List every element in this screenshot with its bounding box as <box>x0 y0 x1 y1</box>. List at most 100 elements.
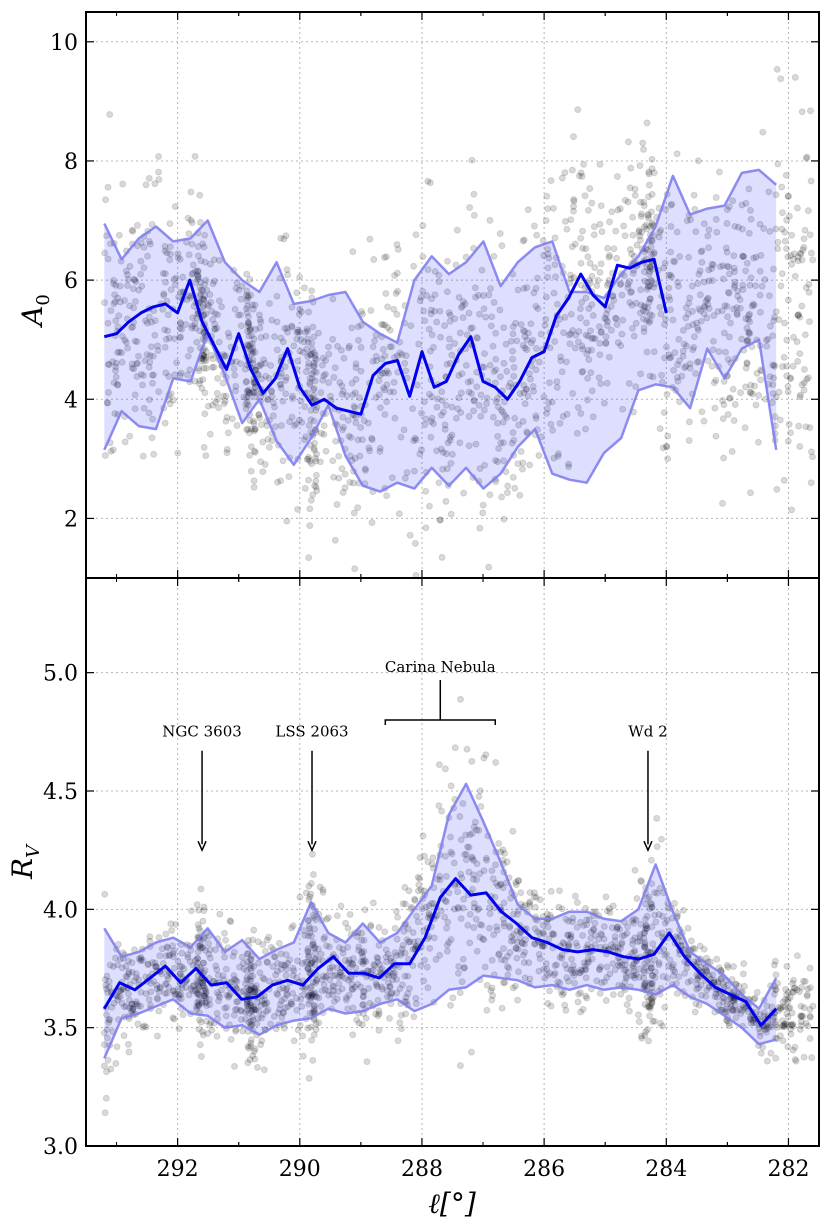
scatter-point <box>729 197 737 205</box>
scatter-point <box>682 314 690 322</box>
scatter-point <box>379 369 386 377</box>
scatter-point <box>261 460 269 468</box>
scatter-point <box>174 449 182 457</box>
scatter-point <box>393 310 401 318</box>
scatter-point <box>510 363 518 371</box>
scatter-point <box>808 448 815 456</box>
scatter-point <box>691 1008 699 1016</box>
scatter-point <box>476 465 484 473</box>
scatter-point <box>306 505 314 513</box>
scatter-point <box>155 1007 163 1015</box>
scatter-point <box>435 278 443 286</box>
bottom-annotations: NGC 3603 LSS 2063 Carina Nebula Wd 2 <box>162 658 668 853</box>
scatter-point <box>624 284 632 292</box>
y-tick-label: 3.0 <box>43 1135 78 1160</box>
scatter-point <box>690 343 698 351</box>
scatter-point <box>279 397 287 405</box>
scatter-point <box>540 393 548 401</box>
scatter-point <box>102 196 110 204</box>
scatter-point <box>244 426 252 433</box>
scatter-point <box>428 393 436 401</box>
scatter-point <box>651 1017 658 1025</box>
scatter-point <box>747 388 755 396</box>
scatter-point <box>381 928 389 936</box>
scatter-point <box>126 432 134 440</box>
scatter-point <box>659 444 667 452</box>
scatter-point <box>744 337 751 344</box>
scatter-point <box>778 225 786 233</box>
scatter-point <box>519 459 527 467</box>
scatter-point <box>692 1000 700 1008</box>
scatter-point <box>310 1031 318 1039</box>
bottom-ylabel-sub: V <box>23 843 44 858</box>
scatter-point <box>591 264 599 272</box>
scatter-point <box>162 335 170 343</box>
scatter-point <box>767 1049 775 1057</box>
scatter-point <box>316 458 324 466</box>
scatter-point <box>441 765 449 773</box>
scatter-point <box>600 399 608 407</box>
scatter-point <box>386 326 394 334</box>
scatter-point <box>784 998 792 1005</box>
scatter-point <box>264 396 272 404</box>
scatter-point <box>533 231 541 239</box>
scatter-point <box>673 373 681 381</box>
scatter-point <box>456 329 464 337</box>
scatter-point <box>431 307 439 315</box>
scatter-point <box>795 422 803 430</box>
scatter-point <box>341 484 349 492</box>
scatter-point <box>331 536 339 544</box>
scatter-point <box>762 336 770 344</box>
scatter-point <box>460 489 468 497</box>
scatter-point <box>202 348 210 355</box>
scatter-point <box>175 1025 183 1033</box>
scatter-point <box>187 188 195 196</box>
scatter-point <box>696 291 704 299</box>
scatter-point <box>496 306 504 314</box>
scatter-point <box>213 389 221 397</box>
scatter-point <box>233 422 241 429</box>
scatter-point <box>598 228 606 236</box>
scatter-point <box>447 1001 455 1009</box>
scatter-point <box>446 436 454 444</box>
scatter-point <box>544 264 552 272</box>
scatter-point <box>300 284 308 292</box>
scatter-point <box>792 1057 800 1065</box>
scatter-point <box>250 419 258 427</box>
scatter-point <box>694 157 702 165</box>
scatter-point <box>523 385 531 393</box>
scatter-point <box>785 420 793 428</box>
scatter-point <box>213 1032 221 1040</box>
top-ylabel-main: A <box>16 306 49 329</box>
scatter-point <box>537 330 545 338</box>
scatter-point <box>120 1032 128 1040</box>
scatter-point <box>309 491 317 499</box>
annotation-label: LSS 2063 <box>275 723 348 741</box>
scatter-point <box>671 258 679 266</box>
scatter-point <box>309 871 317 878</box>
scatter-point <box>309 323 317 331</box>
scatter-point <box>802 154 810 162</box>
scatter-point <box>110 280 118 288</box>
scatter-point <box>275 939 283 947</box>
scatter-point <box>483 1006 491 1014</box>
scatter-point <box>575 172 583 180</box>
scatter-point <box>508 439 516 447</box>
scatter-point <box>397 433 405 441</box>
scatter-point <box>254 1064 261 1071</box>
scatter-point <box>561 169 569 177</box>
scatter-point <box>137 270 145 278</box>
scatter-point <box>788 1009 796 1017</box>
scatter-point <box>424 858 432 866</box>
scatter-point <box>208 363 216 371</box>
scatter-point <box>243 377 250 385</box>
scatter-point <box>755 391 763 399</box>
scatter-point <box>610 245 618 253</box>
scatter-point <box>145 409 153 417</box>
scatter-point <box>299 1052 307 1060</box>
scatter-point <box>783 1020 791 1028</box>
scatter-point <box>690 333 698 341</box>
scatter-point <box>784 253 792 261</box>
scatter-point <box>255 411 263 419</box>
scatter-point <box>577 259 585 267</box>
